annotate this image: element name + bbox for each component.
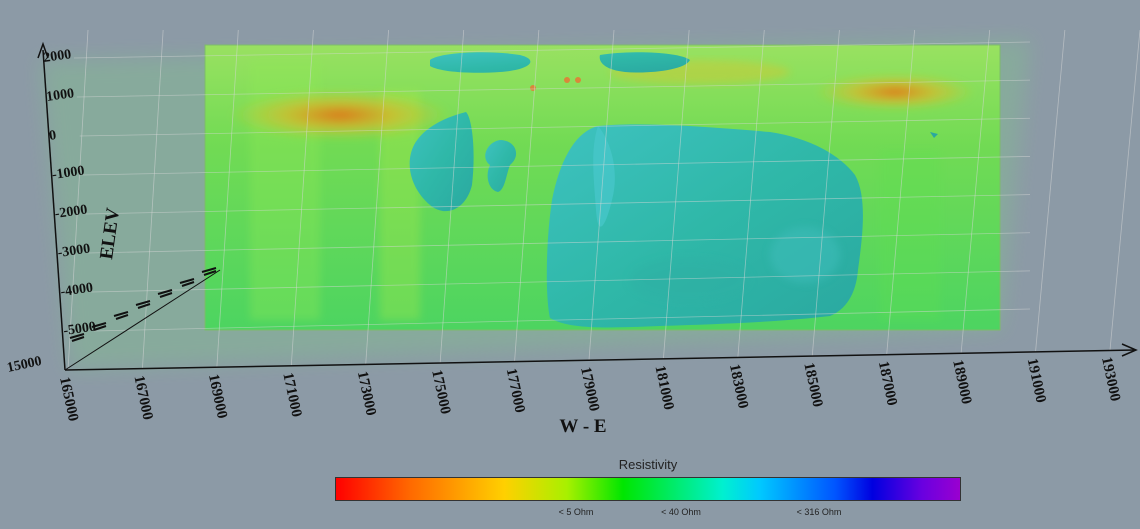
grid-line-vertical bbox=[886, 29, 915, 355]
y-tick-label: 2000 bbox=[42, 47, 72, 66]
grid-line-horizontal bbox=[93, 308, 1031, 332]
grid-horizontal bbox=[73, 41, 1031, 332]
x-tick-label: 167000 bbox=[131, 374, 156, 421]
grid-line-vertical bbox=[216, 29, 239, 368]
x-tick-label: 177000 bbox=[503, 367, 528, 414]
grid-line-vertical bbox=[1035, 29, 1066, 352]
grid-line-vertical bbox=[960, 29, 991, 353]
grid-line-horizontal bbox=[79, 117, 1031, 137]
colorbar-tick-5: < 5 Ohm bbox=[558, 507, 594, 517]
grid-line-vertical bbox=[67, 29, 89, 371]
grid-line-horizontal bbox=[85, 194, 1031, 215]
z-tick-partial: 15000 bbox=[6, 354, 43, 376]
x-tick-label: 183000 bbox=[726, 363, 751, 410]
resistive-body-west bbox=[409, 112, 474, 212]
y-axis-ticks: 2000 1000 0 -1000 -2000 -3000 -4000 -5000 bbox=[42, 47, 96, 339]
z-axis-ticks: 15000 bbox=[6, 267, 217, 376]
colorbar-title: Resistivity bbox=[618, 457, 678, 472]
y-tick-label: -2000 bbox=[54, 203, 88, 222]
x-tick-label: 193000 bbox=[1098, 356, 1123, 403]
grid-line-vertical bbox=[811, 29, 840, 356]
depth-tick-mark bbox=[157, 289, 173, 298]
grid-line-vertical bbox=[439, 29, 465, 363]
grid-line-vertical bbox=[290, 29, 314, 366]
grid-line-vertical bbox=[588, 29, 615, 361]
colorbar-gradient bbox=[335, 477, 961, 501]
x-tick-label: 175000 bbox=[428, 368, 453, 415]
grid-line-horizontal bbox=[82, 156, 1031, 176]
x-tick-label: 169000 bbox=[205, 373, 230, 420]
resistive-body-top bbox=[430, 52, 690, 73]
x-tick-label: 171000 bbox=[279, 371, 304, 418]
x-tick-label: 181000 bbox=[652, 364, 677, 411]
grid-line-vertical bbox=[514, 29, 540, 362]
conductive-zone-west bbox=[230, 90, 450, 140]
grid-line-vertical bbox=[142, 29, 164, 369]
grid-line-vertical bbox=[365, 29, 389, 365]
colorbar-legend: Resistivity < 5 Ohm < 40 Ohm < 316 Ohm bbox=[333, 452, 963, 524]
depth-tick-mark bbox=[113, 311, 129, 320]
conductive-anomalies bbox=[230, 60, 975, 140]
axes bbox=[37, 41, 1138, 371]
y-tick-label: -3000 bbox=[57, 242, 91, 261]
y-tick-label: -1000 bbox=[51, 164, 85, 183]
y-tick-label: -5000 bbox=[62, 320, 96, 339]
grid-line-vertical bbox=[663, 29, 690, 359]
grid-line-horizontal bbox=[73, 41, 1031, 59]
x-tick-label: 191000 bbox=[1024, 357, 1049, 404]
colorbar-tick-316: < 316 Ohm bbox=[796, 507, 842, 517]
grid-line-horizontal bbox=[88, 232, 1031, 254]
depth-tick-mark bbox=[135, 300, 151, 309]
depth-tick-mark bbox=[91, 322, 107, 331]
y-tick-label: 1000 bbox=[45, 86, 75, 105]
depth-axis-marks bbox=[69, 267, 217, 342]
grid-line-horizontal bbox=[76, 79, 1031, 98]
depth-tick-mark bbox=[201, 267, 217, 276]
x-tick-label: 189000 bbox=[949, 358, 974, 405]
colorbar-tick-40: < 40 Ohm bbox=[661, 507, 701, 517]
grid-line-horizontal bbox=[91, 270, 1031, 293]
depth-tick-mark bbox=[69, 333, 85, 342]
x-tick-label: 165000 bbox=[56, 376, 81, 423]
y-tick-label: -4000 bbox=[60, 281, 94, 300]
conductive-zone-east bbox=[815, 74, 975, 110]
x-axis-title: W - E bbox=[559, 416, 606, 437]
grid-line-vertical bbox=[1109, 29, 1140, 351]
y-tick-label: 0 bbox=[48, 128, 57, 144]
x-axis-ticks: 165000 167000 169000 171000 173000 175000 1770… bbox=[56, 356, 1123, 423]
depth-tick-mark bbox=[179, 278, 195, 287]
x-tick-label: 185000 bbox=[800, 361, 825, 408]
resistive-body-small bbox=[485, 140, 517, 192]
x-tick-label: 179000 bbox=[577, 366, 602, 413]
x-tick-label: 187000 bbox=[875, 360, 900, 407]
x-tick-label: 173000 bbox=[354, 370, 379, 417]
